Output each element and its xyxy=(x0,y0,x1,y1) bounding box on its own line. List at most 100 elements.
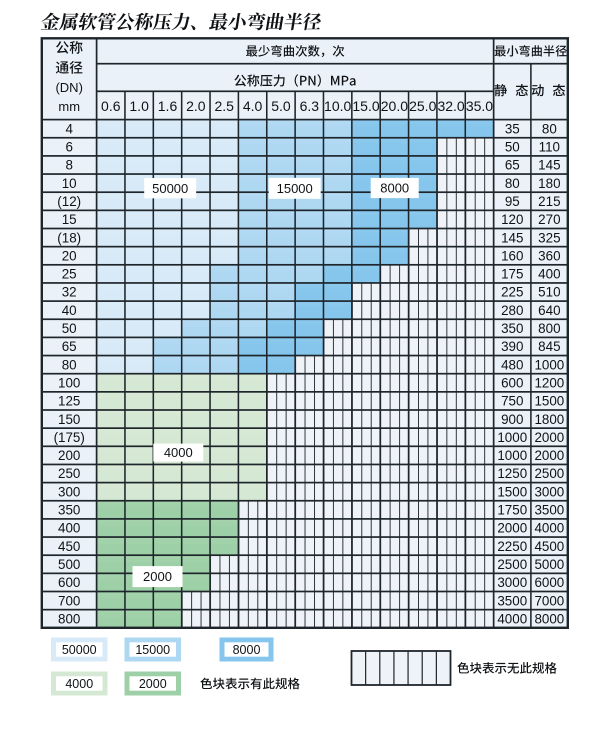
svg-text:350: 350 xyxy=(58,503,80,518)
svg-text:4000: 4000 xyxy=(164,445,193,460)
svg-text:1750: 1750 xyxy=(497,503,527,518)
svg-text:32: 32 xyxy=(62,285,77,300)
svg-text:mm: mm xyxy=(58,99,80,114)
svg-text:1250: 1250 xyxy=(497,466,527,481)
svg-text:1.6: 1.6 xyxy=(158,98,178,114)
svg-text:50: 50 xyxy=(505,140,520,155)
svg-text:20.0: 20.0 xyxy=(381,98,408,114)
svg-text:200: 200 xyxy=(58,448,80,463)
svg-text:800: 800 xyxy=(58,611,80,626)
svg-text:4500: 4500 xyxy=(534,539,564,554)
svg-text:1500: 1500 xyxy=(534,394,564,409)
svg-text:640: 640 xyxy=(538,303,560,318)
svg-text:15: 15 xyxy=(62,212,77,227)
svg-text:2000: 2000 xyxy=(534,448,564,463)
svg-text:0.6: 0.6 xyxy=(101,98,121,114)
svg-text:25.0: 25.0 xyxy=(409,98,436,114)
svg-text:145: 145 xyxy=(501,230,523,245)
svg-text:1200: 1200 xyxy=(534,375,564,390)
svg-text:8000: 8000 xyxy=(233,643,261,657)
svg-text:2.0: 2.0 xyxy=(186,98,206,114)
svg-text:160: 160 xyxy=(501,248,523,263)
svg-text:280: 280 xyxy=(501,303,523,318)
svg-text:800: 800 xyxy=(538,321,560,336)
svg-text:80: 80 xyxy=(62,357,77,372)
svg-text:600: 600 xyxy=(501,375,523,390)
svg-text:15000: 15000 xyxy=(277,181,313,196)
svg-text:4000: 4000 xyxy=(497,611,527,626)
svg-text:120: 120 xyxy=(501,212,523,227)
svg-text:20: 20 xyxy=(62,248,77,263)
svg-text:8: 8 xyxy=(65,158,72,173)
svg-text:65: 65 xyxy=(505,158,520,173)
svg-text:145: 145 xyxy=(538,158,560,173)
svg-text:2.5: 2.5 xyxy=(214,98,234,114)
svg-text:1000: 1000 xyxy=(497,430,527,445)
svg-text:(DN): (DN) xyxy=(55,80,82,95)
svg-text:750: 750 xyxy=(501,394,523,409)
svg-text:32.0: 32.0 xyxy=(437,98,464,114)
svg-text:300: 300 xyxy=(58,484,80,499)
svg-text:15000: 15000 xyxy=(135,643,170,657)
svg-text:4.0: 4.0 xyxy=(243,98,263,114)
svg-text:350: 350 xyxy=(501,321,523,336)
svg-text:8000: 8000 xyxy=(534,611,564,626)
svg-text:400: 400 xyxy=(538,267,560,282)
svg-text:845: 845 xyxy=(538,339,560,354)
svg-text:3000: 3000 xyxy=(497,575,527,590)
svg-text:50000: 50000 xyxy=(62,643,97,657)
svg-text:2500: 2500 xyxy=(534,466,564,481)
svg-text:250: 250 xyxy=(58,466,80,481)
svg-text:1000: 1000 xyxy=(534,357,564,372)
svg-text:2000: 2000 xyxy=(534,430,564,445)
svg-text:270: 270 xyxy=(538,212,560,227)
svg-text:15.0: 15.0 xyxy=(352,98,379,114)
svg-text:100: 100 xyxy=(58,375,80,390)
svg-text:50000: 50000 xyxy=(152,181,188,196)
svg-text:35.0: 35.0 xyxy=(466,98,493,114)
svg-text:8000: 8000 xyxy=(380,181,409,196)
svg-text:3000: 3000 xyxy=(534,484,564,499)
svg-text:150: 150 xyxy=(58,412,80,427)
svg-text:4: 4 xyxy=(65,121,73,136)
svg-text:1800: 1800 xyxy=(534,412,564,427)
svg-text:180: 180 xyxy=(538,176,560,191)
svg-text:215: 215 xyxy=(538,194,560,209)
svg-text:80: 80 xyxy=(505,176,520,191)
svg-text:7000: 7000 xyxy=(534,593,564,608)
svg-text:175: 175 xyxy=(501,267,523,282)
svg-text:4000: 4000 xyxy=(65,677,93,691)
svg-text:225: 225 xyxy=(501,285,523,300)
svg-text:2000: 2000 xyxy=(143,569,172,584)
svg-text:10.0: 10.0 xyxy=(324,98,351,114)
svg-text:95: 95 xyxy=(505,194,520,209)
svg-text:6: 6 xyxy=(65,140,72,155)
svg-text:35: 35 xyxy=(505,121,520,136)
svg-text:50: 50 xyxy=(62,321,77,336)
svg-text:450: 450 xyxy=(58,539,80,554)
svg-text:2250: 2250 xyxy=(497,539,527,554)
svg-text:1.0: 1.0 xyxy=(129,98,149,114)
svg-text:110: 110 xyxy=(539,140,560,155)
svg-text:(12): (12) xyxy=(57,194,81,209)
svg-text:2500: 2500 xyxy=(497,557,527,572)
svg-text:25: 25 xyxy=(62,267,77,282)
svg-text:10: 10 xyxy=(62,176,77,191)
svg-text:600: 600 xyxy=(58,575,80,590)
svg-text:390: 390 xyxy=(501,339,523,354)
svg-text:1000: 1000 xyxy=(497,448,527,463)
svg-text:125: 125 xyxy=(58,394,80,409)
svg-text:(175): (175) xyxy=(54,430,85,445)
svg-text:(18): (18) xyxy=(57,230,81,245)
svg-text:510: 510 xyxy=(538,285,560,300)
svg-text:360: 360 xyxy=(538,248,560,263)
svg-text:6000: 6000 xyxy=(534,575,564,590)
svg-text:2000: 2000 xyxy=(139,677,167,691)
svg-text:80: 80 xyxy=(542,121,557,136)
svg-text:900: 900 xyxy=(501,412,523,427)
svg-text:700: 700 xyxy=(58,593,80,608)
svg-text:500: 500 xyxy=(58,557,80,572)
svg-text:5.0: 5.0 xyxy=(271,98,291,114)
svg-text:5000: 5000 xyxy=(534,557,564,572)
svg-text:4000: 4000 xyxy=(534,521,564,536)
